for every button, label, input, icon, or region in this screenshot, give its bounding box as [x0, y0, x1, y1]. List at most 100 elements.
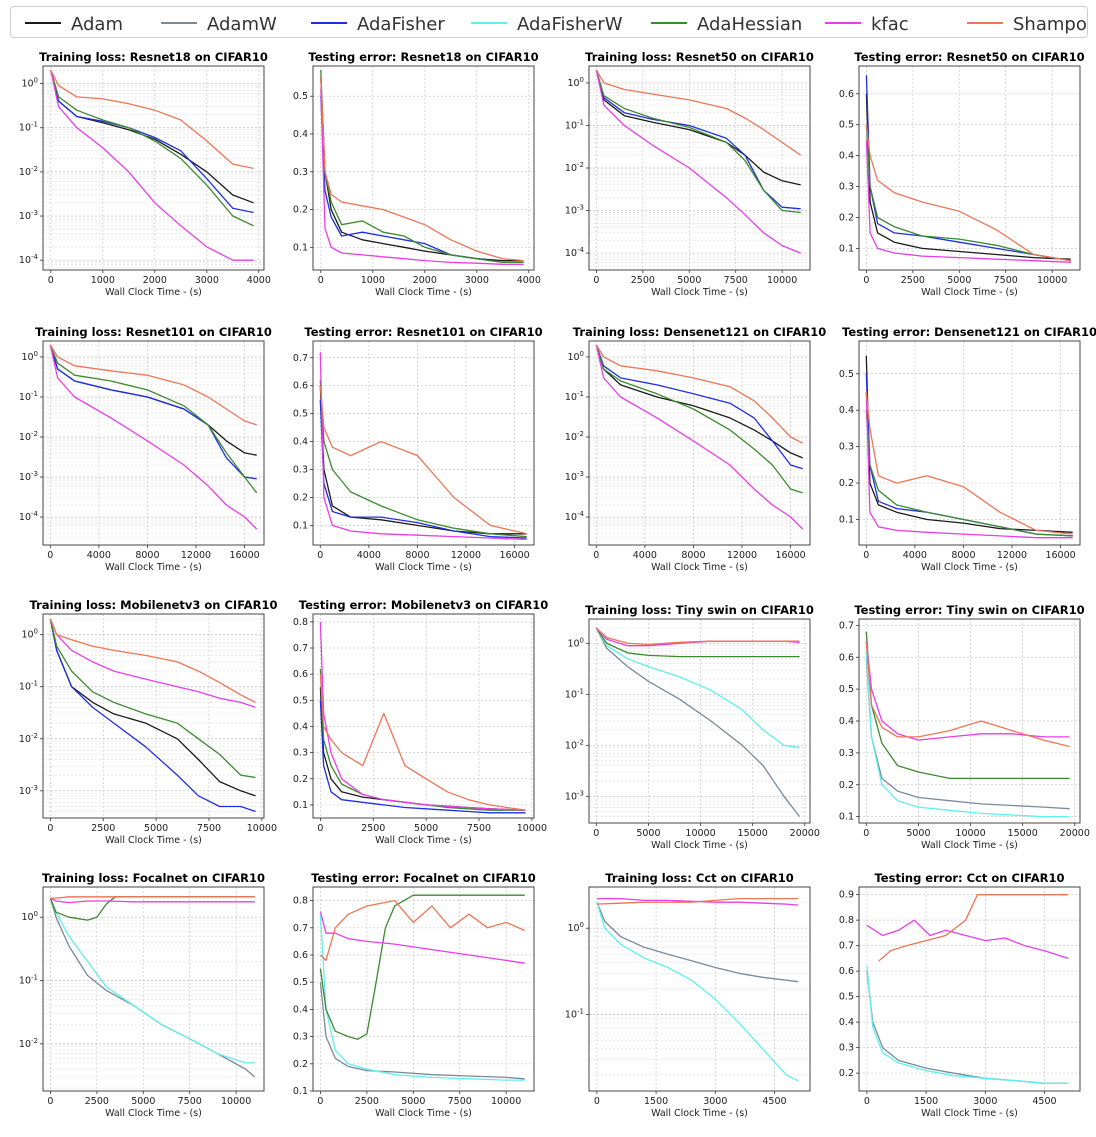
y-tick-label: 0.4 [839, 1017, 854, 1028]
y-tick-label: 10-4 [565, 510, 585, 523]
chart-title: Training loss: Mobilenetv3 on CIFAR10 [30, 598, 278, 612]
x-tick-label: 10000 [955, 828, 985, 839]
x-tick-label: 5000 [947, 275, 971, 286]
y-tick-label: 0.7 [293, 923, 308, 934]
chart-svg: Testing error: Resnet101 on CIFAR10 0 4000… [293, 325, 543, 573]
plot-frame [312, 886, 535, 1092]
series-line-kfac [49, 344, 258, 530]
grid [589, 618, 810, 824]
series-line-kfac [320, 88, 524, 265]
chart-panel-2: Testing error: Resnet18 on CIFAR10 0 1000 2… [280, 50, 542, 316]
x-axis-label: Wall Clock Time - (s) [105, 835, 202, 846]
legend-svg: Adam AdamW AdaFisher AdaFisherW AdaHessian kf… [25, 14, 1096, 35]
y-tick-label: 0.2 [293, 774, 308, 785]
y-tick-label: 10-2 [565, 430, 584, 443]
series-line-adahessian [595, 627, 800, 658]
series-line-adahessian [595, 344, 803, 494]
x-axis-label: Wall Clock Time - (s) [921, 287, 1018, 298]
chart-panel-14: Testing error: Focalnet on CIFAR10 0 2500 5… [280, 871, 542, 1137]
y-tick-label: 0.3 [293, 1032, 308, 1043]
y-tick-label: 0.6 [293, 381, 308, 392]
series-line-shampoo [50, 896, 255, 899]
y-tick-label: 0.9 [839, 890, 854, 901]
x-tick-label: 0 [864, 1096, 870, 1107]
legend: Adam AdamW AdaFisher AdaFisherW AdaHessian kf… [10, 6, 1096, 38]
series-line-kfac [595, 69, 801, 254]
y-tick-label: 0.2 [839, 212, 854, 223]
x-tick-label: 4500 [762, 1096, 786, 1107]
chart-svg: Training loss: Mobilenetv3 on CIFAR10 0 25… [19, 598, 278, 846]
y-tick-label: 10-1 [19, 390, 38, 403]
y-tick-label: 0.1 [293, 242, 308, 253]
series-line-adafisher [49, 344, 257, 480]
series-line-shampoo [319, 674, 526, 811]
series-line-shampoo [878, 894, 1069, 962]
chart-svg: Training loss: Resnet101 on CIFAR10 0 4000… [19, 325, 272, 573]
x-axis-label: Wall Clock Time - (s) [921, 840, 1018, 851]
series-line-adam [865, 355, 1073, 533]
y-tick-label: 10-1 [565, 687, 584, 700]
series-line-adafisher [49, 618, 256, 813]
y-tick-label: 10-3 [565, 789, 584, 802]
x-tick-label: 5000 [144, 823, 168, 834]
series-line-adahessian [49, 896, 255, 921]
x-tick-label: 15000 [738, 828, 768, 839]
x-tick-label: 2000 [143, 275, 167, 286]
grid [589, 341, 810, 546]
series-line-kfac [865, 140, 1071, 263]
y-tick-label: 10-2 [19, 1037, 38, 1050]
x-tick-label: 4000 [633, 550, 657, 561]
x-tick-label: 10000 [221, 1096, 251, 1107]
series-line-adahessian [319, 668, 526, 811]
x-tick-label: 4500 [1032, 1096, 1056, 1107]
legend-label-adahessian: AdaHessian [697, 14, 802, 35]
series-line-adahessian [319, 894, 525, 1040]
x-tick-label: 0 [317, 823, 323, 834]
series-group [49, 618, 256, 813]
x-tick-label: 2500 [901, 275, 925, 286]
series-line-adafisherw [595, 627, 800, 749]
chart-svg: Testing error: Cct on CIFAR10 0 1500 3000 45… [839, 871, 1081, 1119]
series-line-adam [319, 385, 527, 535]
x-tick-label: 0 [593, 275, 599, 286]
series-line-kfac [865, 391, 1073, 539]
x-tick-label: 0 [863, 275, 869, 286]
y-tick-label: 10-3 [565, 204, 584, 217]
x-tick-label: 10000 [247, 823, 277, 834]
x-tick-label: 0 [47, 550, 53, 561]
x-tick-label: 0 [317, 550, 323, 561]
x-axis-label: Wall Clock Time - (s) [375, 1108, 472, 1119]
plot-frame [42, 886, 265, 1092]
y-tick-label: 0.4 [293, 437, 308, 448]
series-line-adam [320, 77, 524, 262]
x-tick-label: 12000 [997, 550, 1027, 561]
series-line-shampoo [595, 627, 800, 646]
chart-title: Testing error: Cct on CIFAR10 [874, 871, 1064, 885]
chart-panel-13: Training loss: Focalnet on CIFAR10 0 2500 5… [10, 871, 272, 1137]
plot-frame [858, 886, 1081, 1092]
y-tick-label: 0.2 [839, 1068, 854, 1079]
chart-svg: Testing error: Resnet50 on CIFAR10 0 2500 5… [839, 50, 1085, 298]
x-tick-label: 0 [317, 1096, 323, 1107]
y-tick-label: 0.6 [293, 669, 308, 680]
series-group [595, 627, 801, 817]
y-tick-label: 0.3 [293, 748, 308, 759]
x-tick-label: 8000 [681, 550, 705, 561]
y-tick-label: 0.3 [293, 167, 308, 178]
x-axis-label: Wall Clock Time - (s) [651, 1108, 748, 1119]
chart-title: Testing error: Mobilenetv3 on CIFAR10 [299, 598, 549, 612]
x-tick-label: 7500 [994, 275, 1018, 286]
x-tick-label: 5000 [401, 1096, 425, 1107]
chart-panel-7: Training loss: Densenet121 on CIFAR10 0 40… [556, 325, 826, 591]
series-line-adamw [595, 627, 801, 817]
y-tick-label: 0.6 [839, 652, 854, 663]
grid [589, 66, 810, 271]
grid [313, 614, 534, 818]
series-line-adahessian [49, 344, 258, 494]
series-line-kfac [319, 911, 525, 964]
chart-svg: Training loss: Focalnet on CIFAR10 0 2500 5… [19, 871, 265, 1119]
series-group [865, 355, 1073, 539]
chart-title: Training loss: Focalnet on CIFAR10 [42, 871, 265, 885]
y-tick-label: 0.3 [839, 442, 854, 453]
y-tick-label: 10-1 [565, 390, 584, 403]
